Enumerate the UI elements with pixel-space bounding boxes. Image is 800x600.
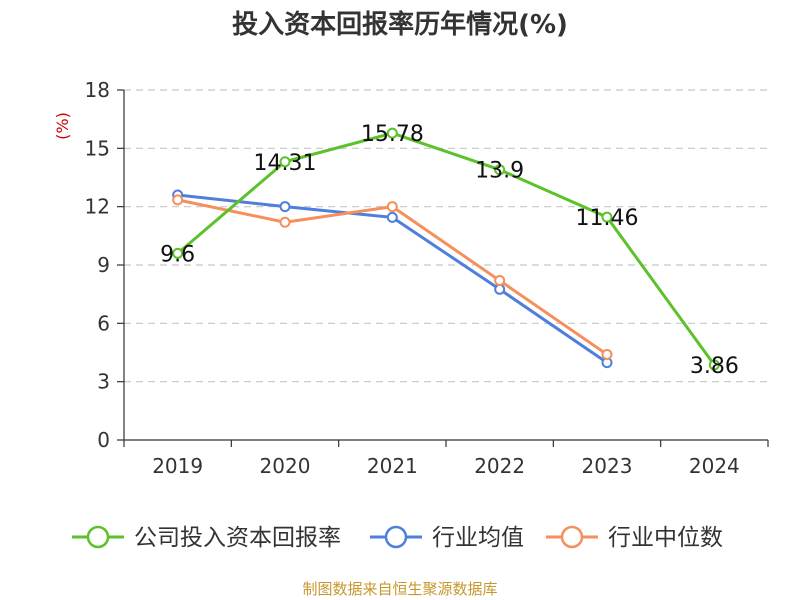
legend-swatch-marker-2 <box>560 525 584 549</box>
legend-label-0: 公司投入资本回报率 <box>134 525 341 551</box>
point-0-2022 <box>494 164 506 176</box>
series-layer <box>172 127 720 371</box>
legend: 公司投入资本回报率 行业均值 行业中位数 <box>72 525 723 551</box>
x-tick-label-2022: 2022 <box>474 454 525 478</box>
point-0-2021 <box>386 127 398 139</box>
point-2-2019 <box>172 194 184 206</box>
legend-item-0: 公司投入资本回报率 <box>72 525 341 551</box>
y-tick-label-9: 9 <box>97 253 110 277</box>
point-0-2020 <box>279 156 291 168</box>
y-tick-label-3: 3 <box>97 370 110 394</box>
data-label-2022: 13.9 <box>475 159 524 184</box>
point-1-2021 <box>386 211 398 223</box>
point-2-2020 <box>279 216 291 228</box>
point-2-2021 <box>386 201 398 213</box>
grid-layer <box>124 89 768 383</box>
source-note: 制图数据来自恒生聚源数据库 <box>302 580 498 598</box>
x-tick-label-2023: 2023 <box>582 454 633 478</box>
y-tick-label-12: 12 <box>85 195 110 219</box>
data-label-2019: 9.6 <box>160 242 195 267</box>
point-2-2022 <box>494 275 506 287</box>
legend-label-2: 行业中位数 <box>608 525 723 551</box>
point-0-2024 <box>708 359 720 371</box>
point-2-2023 <box>601 348 613 360</box>
series-1 <box>172 189 613 369</box>
series-line-0 <box>176 131 716 366</box>
data-label-2024: 3.86 <box>690 354 739 379</box>
legend-label-1: 行业均值 <box>432 525 524 551</box>
point-0-2023 <box>601 211 613 223</box>
data-label-2021: 15.78 <box>361 122 424 147</box>
series-line-2 <box>177 198 608 356</box>
y-tick-label-6: 6 <box>97 311 110 335</box>
y-tick-label-0: 0 <box>97 428 110 452</box>
point-1-2022 <box>494 283 506 295</box>
x-tick-label-2024: 2024 <box>689 454 740 478</box>
data-label-layer: 9.6 14.31 15.78 13.9 11.46 3.86 <box>160 122 739 379</box>
point-1-2020 <box>279 201 291 213</box>
data-label-2020: 14.31 <box>254 151 317 176</box>
point-0-2019 <box>172 247 184 259</box>
chart-title: 投入资本回报率历年情况(%) <box>232 10 568 40</box>
x-tick-label-2019: 2019 <box>152 454 203 478</box>
series-2 <box>172 194 613 360</box>
y-axis-label: (%) <box>53 112 72 140</box>
legend-item-2: 行业中位数 <box>546 525 723 551</box>
y-tick-label-18: 18 <box>85 78 110 102</box>
y-tick-label-15: 15 <box>85 136 110 160</box>
legend-item-1: 行业均值 <box>370 525 524 551</box>
x-tick-label-2021: 2021 <box>367 454 418 478</box>
axis-layer: 0 3 6 9 12 15 18 2019 2020 2021 2022 2023 2024 <box>85 78 769 478</box>
data-label-2023: 11.46 <box>576 206 639 231</box>
x-tick-label-2020: 2020 <box>260 454 311 478</box>
series-0 <box>172 127 720 371</box>
legend-swatch-marker-0 <box>86 525 110 549</box>
legend-swatch-marker-1 <box>384 525 408 549</box>
